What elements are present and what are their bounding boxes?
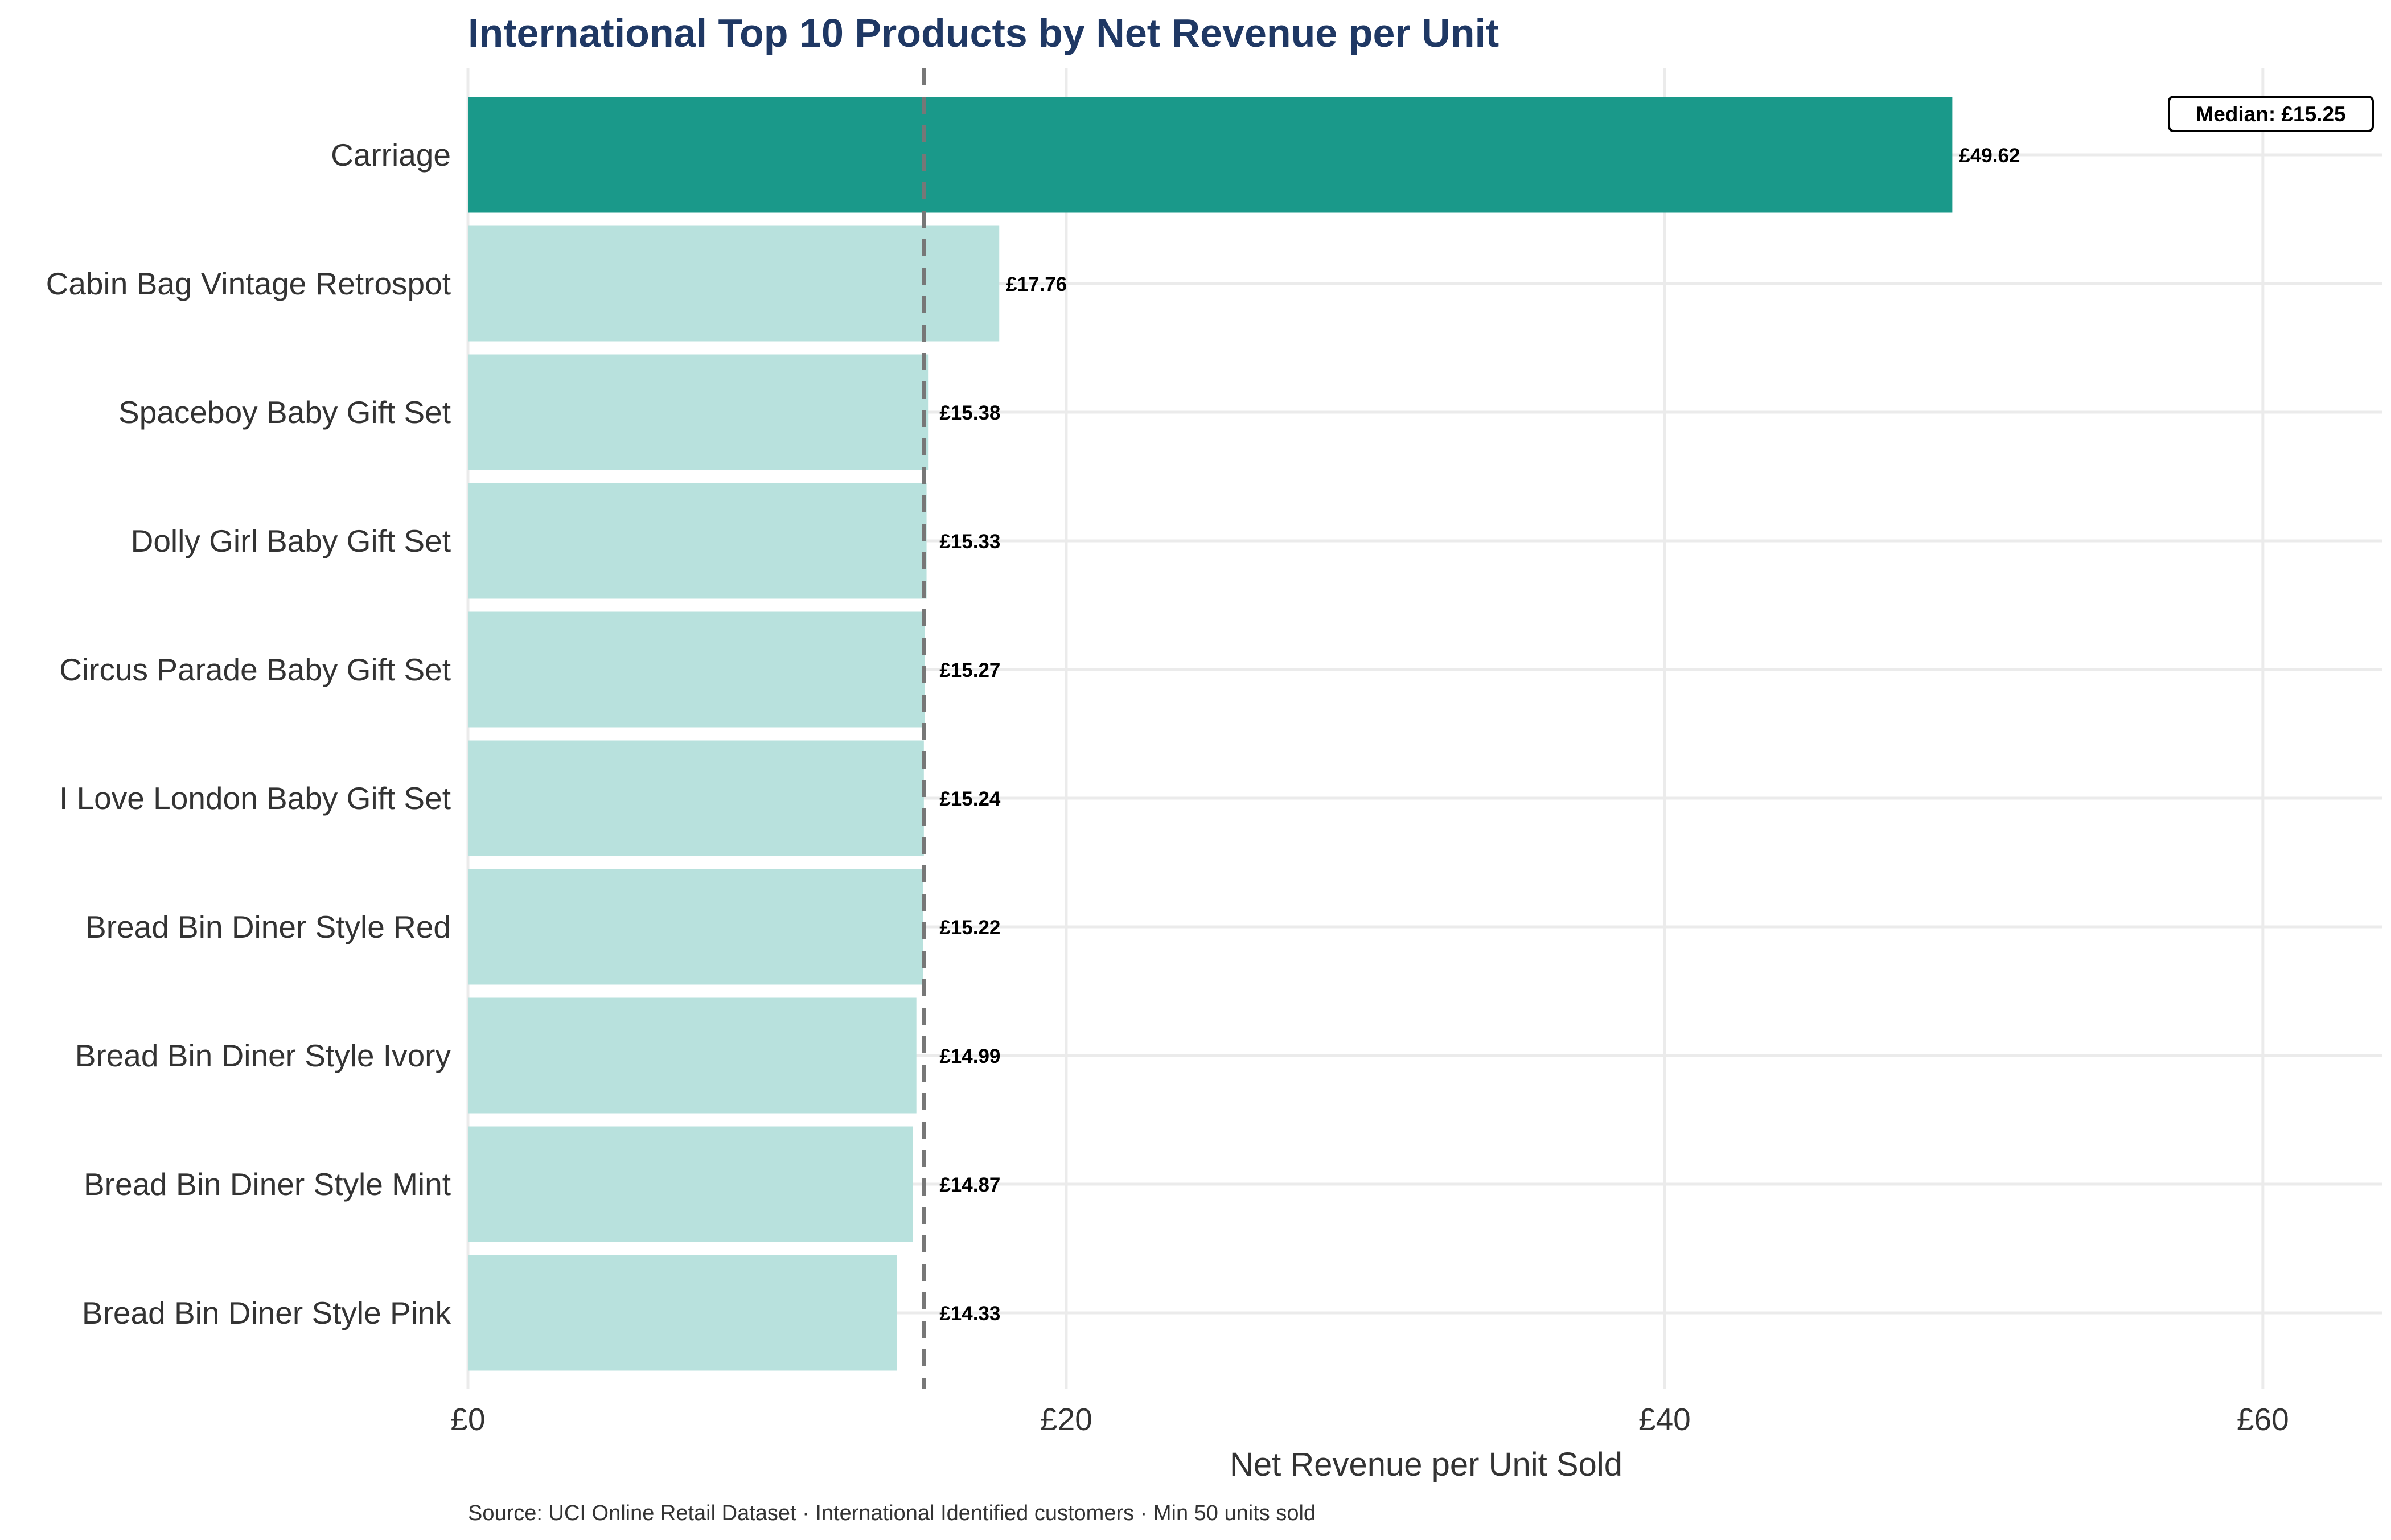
bar-8 [468, 997, 917, 1114]
category-label: Bread Bin Diner Style Pink [82, 1295, 451, 1330]
bar-10 [468, 1255, 897, 1371]
category-label: Bread Bin Diner Style Mint [84, 1167, 451, 1202]
value-label: £15.33 [939, 531, 1000, 553]
source-caption: Source: UCI Online Retail Dataset · Inte… [468, 1501, 1316, 1525]
category-label: Dolly Girl Baby Gift Set [131, 523, 451, 558]
value-label: £14.87 [939, 1174, 1000, 1196]
x-tick-label: £0 [450, 1402, 485, 1437]
x-tick-label: £40 [1638, 1402, 1691, 1437]
category-label: Cabin Bag Vintage Retrospot [46, 266, 451, 301]
value-label: £14.99 [939, 1045, 1000, 1067]
category-label: Bread Bin Diner Style Red [85, 909, 451, 944]
category-label: I Love London Baby Gift Set [59, 781, 451, 816]
bar-layer [468, 97, 1953, 1371]
bar-7 [468, 869, 923, 985]
category-label: Bread Bin Diner Style Ivory [75, 1038, 451, 1073]
bar-5 [468, 611, 925, 728]
value-label: £14.33 [939, 1303, 1000, 1325]
median-label-box [2168, 96, 2374, 132]
category-label: Circus Parade Baby Gift Set [59, 652, 451, 687]
x-axis-title: Net Revenue per Unit Sold [1230, 1446, 1622, 1483]
value-label: £49.62 [1959, 145, 2020, 167]
chart-title: International Top 10 Products by Net Rev… [468, 11, 1499, 55]
category-label: Carriage [331, 137, 451, 173]
bar-6 [468, 740, 924, 856]
value-label: £15.22 [939, 917, 1000, 939]
category-label: Spaceboy Baby Gift Set [118, 395, 451, 430]
bar-2 [468, 225, 1000, 342]
label-layer: £0 £20 £40 £60 Carriage £49.62 Cabin Bag Vinta… [46, 96, 2374, 1437]
x-tick-label: £60 [2237, 1402, 2289, 1437]
bar-9 [468, 1126, 913, 1242]
value-label: £15.24 [939, 788, 1001, 810]
value-label: £15.38 [939, 402, 1000, 424]
value-label: £17.76 [1006, 273, 1067, 295]
value-label: £15.27 [939, 659, 1000, 681]
x-tick-label: £20 [1040, 1402, 1092, 1437]
median-label: Median: £15.25 [2196, 102, 2345, 126]
bar-1 [468, 97, 1953, 213]
bar-3 [468, 354, 929, 470]
bar-4 [468, 483, 927, 599]
